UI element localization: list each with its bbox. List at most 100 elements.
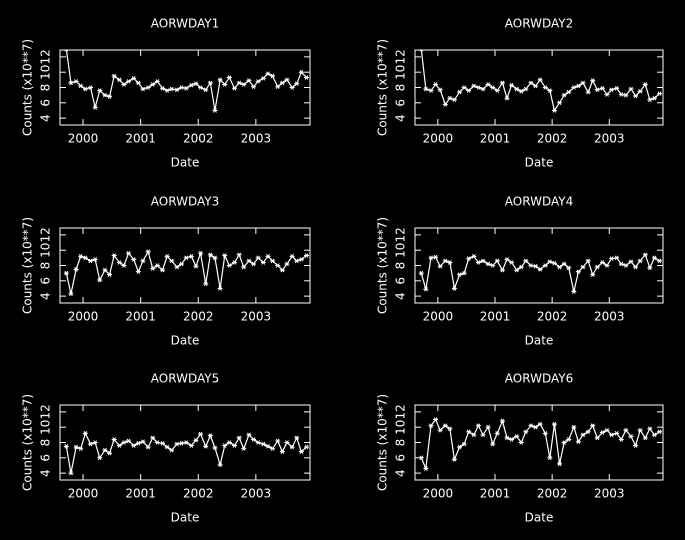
data-point <box>647 426 653 432</box>
data-point <box>580 80 586 86</box>
data-point <box>651 432 657 438</box>
y-tick-label: 12 <box>39 404 53 419</box>
x-tick-label: 2000 <box>423 132 454 146</box>
data-point <box>604 92 610 97</box>
data-point <box>284 77 290 83</box>
data-point <box>618 437 624 442</box>
data-point <box>236 435 242 441</box>
data-point <box>433 82 439 87</box>
x-tick-label: 2003 <box>594 132 625 146</box>
x-tick-label: 2001 <box>125 132 156 146</box>
data-point <box>284 440 290 445</box>
y-tick-label: 6 <box>394 99 408 107</box>
y-tick-label: 10 <box>39 243 53 258</box>
data-point <box>561 261 567 267</box>
data-point <box>471 83 477 89</box>
panel: AORWDAY6 Date Counts (x10**7) 2000 2001 2002 2… <box>376 372 664 525</box>
data-point <box>642 435 648 441</box>
data-point <box>251 261 257 267</box>
y-tick-label: 12 <box>394 227 408 242</box>
data-point <box>179 85 185 90</box>
data-point <box>419 50 424 52</box>
data-point <box>466 429 472 435</box>
data-point <box>561 92 567 98</box>
data-point <box>614 431 620 436</box>
data-point <box>289 254 295 259</box>
data-point <box>150 266 156 271</box>
plot-frame <box>414 49 664 126</box>
x-tick-label: 2000 <box>68 310 99 324</box>
panel-title: AORWDAY4 <box>505 195 573 209</box>
y-tick-label: 8 <box>394 84 408 92</box>
data-point <box>537 421 543 427</box>
data-point <box>279 267 285 273</box>
data-point <box>82 431 88 436</box>
data-point <box>599 260 605 265</box>
data-point <box>580 432 586 438</box>
data-point <box>480 432 486 438</box>
data-point <box>504 435 510 441</box>
data-point <box>265 71 271 77</box>
data-point <box>169 447 175 453</box>
data-point <box>145 85 151 90</box>
data-point <box>480 258 486 264</box>
y-axis-label: Counts (x10**7) <box>376 39 390 136</box>
data-point <box>557 461 563 467</box>
data-point <box>499 80 505 86</box>
y-tick-label: 4 <box>39 114 53 122</box>
panel-title: AORWDAY5 <box>151 372 219 386</box>
data-point <box>174 264 180 270</box>
data-point <box>111 437 117 442</box>
data-point <box>226 75 232 80</box>
data-point <box>246 432 252 438</box>
data-point <box>107 272 113 277</box>
data-point <box>551 108 557 113</box>
data-point <box>78 254 84 259</box>
panel-title: AORWDAY2 <box>505 17 573 31</box>
data-point <box>442 102 448 107</box>
x-tick-label: 2002 <box>183 132 214 146</box>
data-point <box>92 105 98 110</box>
data-point <box>68 291 74 297</box>
data-point <box>145 444 151 450</box>
data-point <box>490 85 496 90</box>
data-point <box>547 259 553 264</box>
data-point <box>628 259 634 264</box>
data-point <box>88 85 94 90</box>
data-point <box>236 80 242 86</box>
data-point <box>442 258 448 264</box>
data-point <box>164 88 170 93</box>
data-point <box>107 94 113 99</box>
x-tick-label: 2003 <box>594 487 625 501</box>
data-point <box>447 260 453 265</box>
data-point <box>451 457 457 462</box>
data-point <box>236 252 242 258</box>
data-point <box>135 440 141 446</box>
data-point <box>475 423 481 428</box>
data-point <box>174 441 180 447</box>
data-point <box>594 87 600 93</box>
data-point <box>485 424 491 430</box>
data-point <box>451 97 457 103</box>
data-point <box>623 427 629 433</box>
data-point <box>475 85 481 90</box>
data-point <box>232 85 238 91</box>
data-point <box>461 85 467 90</box>
y-axis-label: Counts (x10**7) <box>376 217 390 314</box>
data-point <box>203 281 209 287</box>
data-point <box>433 417 439 422</box>
panel-title: AORWDAY6 <box>505 372 573 386</box>
y-axis-label: Counts (x10**7) <box>21 39 35 136</box>
data-point <box>183 85 189 91</box>
data-point <box>594 264 600 270</box>
data-point <box>92 440 98 445</box>
data-point <box>279 449 285 454</box>
data-point <box>88 441 94 447</box>
data-point <box>304 75 310 80</box>
y-tick-label: 10 <box>394 243 408 258</box>
data-point <box>241 446 247 451</box>
data-point <box>514 267 520 273</box>
y-tick-label: 4 <box>39 292 53 300</box>
data-point <box>437 87 443 93</box>
data-point <box>275 84 281 90</box>
